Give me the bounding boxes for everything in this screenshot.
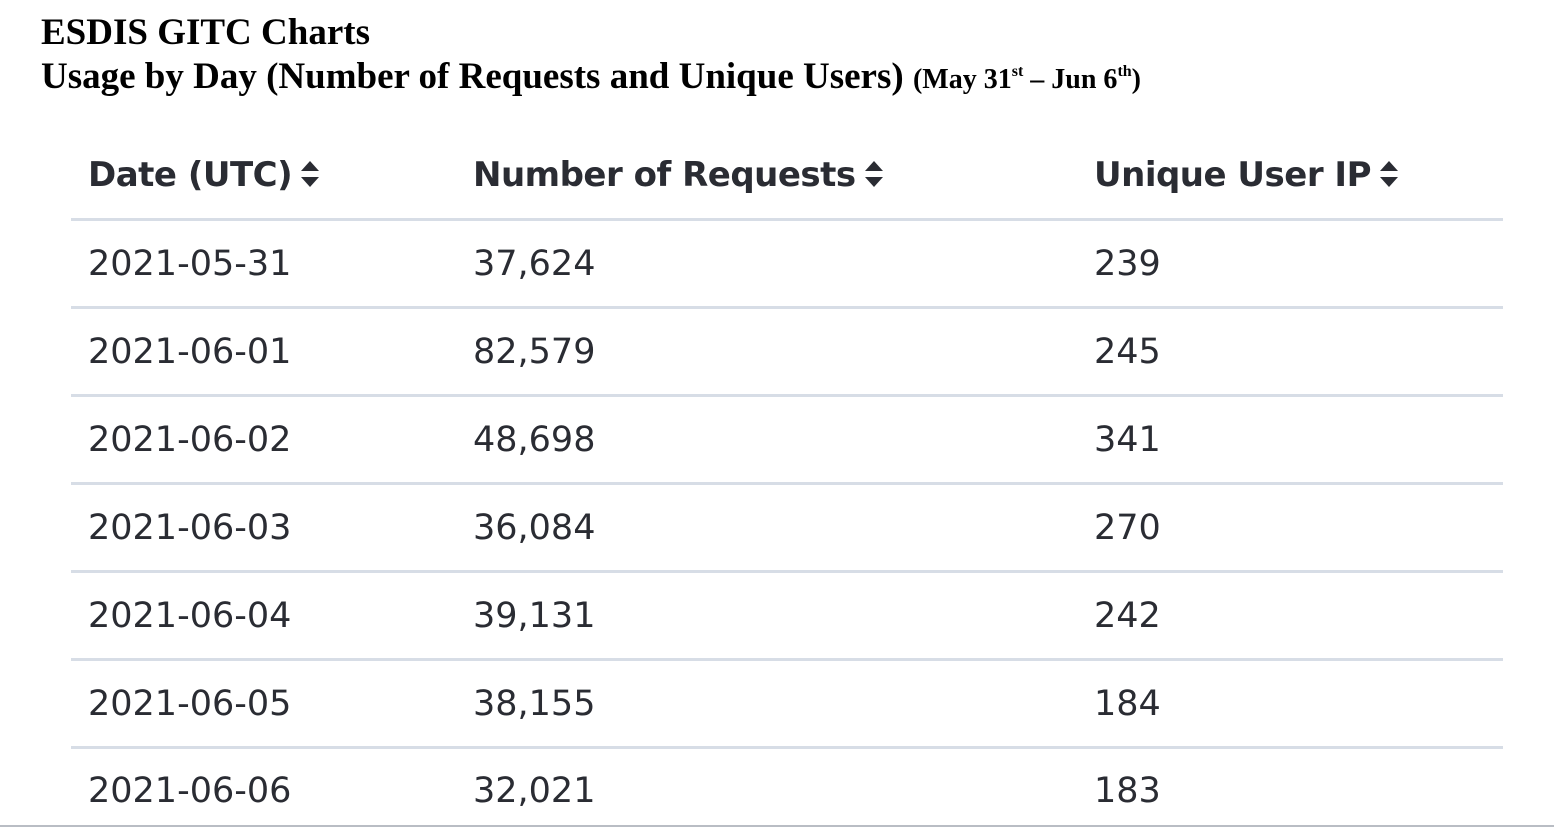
sort-icon[interactable] [864, 159, 884, 189]
subtitle-text: Usage by Day (Number of Requests and Uni… [41, 56, 904, 97]
cell-date: 2021-06-04 [71, 572, 456, 660]
date-range: (May 31st – Jun 6th) [913, 64, 1141, 95]
column-header-label: Unique User IP [1094, 155, 1371, 195]
table-row: 2021-06-03 36,084 270 [71, 484, 1503, 572]
table-row: 2021-06-06 32,021 183 [71, 748, 1503, 833]
page-subtitle: Usage by Day (Number of Requests and Uni… [41, 54, 1141, 103]
cell-date: 2021-06-02 [71, 396, 456, 484]
column-header-label: Number of Requests [473, 155, 856, 195]
page-heading: ESDIS GITC Charts Usage by Day (Number o… [41, 12, 1141, 103]
cell-unique-ip: 245 [1077, 308, 1503, 396]
date-range-close: ) [1132, 64, 1141, 95]
cell-unique-ip: 184 [1077, 660, 1503, 748]
sort-icon[interactable] [1379, 159, 1399, 189]
table-row: 2021-06-01 82,579 245 [71, 308, 1503, 396]
column-header-requests[interactable]: Number of Requests [456, 132, 1077, 220]
date-range-sup-start: st [1012, 63, 1024, 80]
cell-date: 2021-06-01 [71, 308, 456, 396]
cell-unique-ip: 242 [1077, 572, 1503, 660]
page-title: ESDIS GITC Charts [41, 12, 1141, 54]
date-range-open: (May 31 [913, 64, 1012, 95]
cell-requests: 36,084 [456, 484, 1077, 572]
table-row: 2021-06-05 38,155 184 [71, 660, 1503, 748]
cell-unique-ip: 341 [1077, 396, 1503, 484]
cell-unique-ip: 183 [1077, 748, 1503, 833]
cell-unique-ip: 270 [1077, 484, 1503, 572]
column-header-date[interactable]: Date (UTC) [71, 132, 456, 220]
cell-requests: 38,155 [456, 660, 1077, 748]
date-range-mid: – Jun 6 [1023, 64, 1117, 95]
cell-unique-ip: 239 [1077, 220, 1503, 308]
usage-table-container: Date (UTC) Number of Requests Unique Use… [71, 132, 1503, 833]
cell-date: 2021-05-31 [71, 220, 456, 308]
usage-table: Date (UTC) Number of Requests Unique Use… [71, 132, 1503, 833]
cell-requests: 39,131 [456, 572, 1077, 660]
column-header-unique-ip[interactable]: Unique User IP [1077, 132, 1503, 220]
cell-requests: 48,698 [456, 396, 1077, 484]
cell-requests: 32,021 [456, 748, 1077, 833]
cell-date: 2021-06-03 [71, 484, 456, 572]
cell-date: 2021-06-05 [71, 660, 456, 748]
cell-requests: 82,579 [456, 308, 1077, 396]
sort-icon[interactable] [300, 159, 320, 189]
column-header-label: Date (UTC) [88, 155, 292, 195]
table-row: 2021-06-02 48,698 341 [71, 396, 1503, 484]
table-row: 2021-05-31 37,624 239 [71, 220, 1503, 308]
cell-date: 2021-06-06 [71, 748, 456, 833]
table-header-row: Date (UTC) Number of Requests Unique Use… [71, 132, 1503, 220]
date-range-sup-end: th [1117, 63, 1131, 80]
cell-requests: 37,624 [456, 220, 1077, 308]
table-row: 2021-06-04 39,131 242 [71, 572, 1503, 660]
